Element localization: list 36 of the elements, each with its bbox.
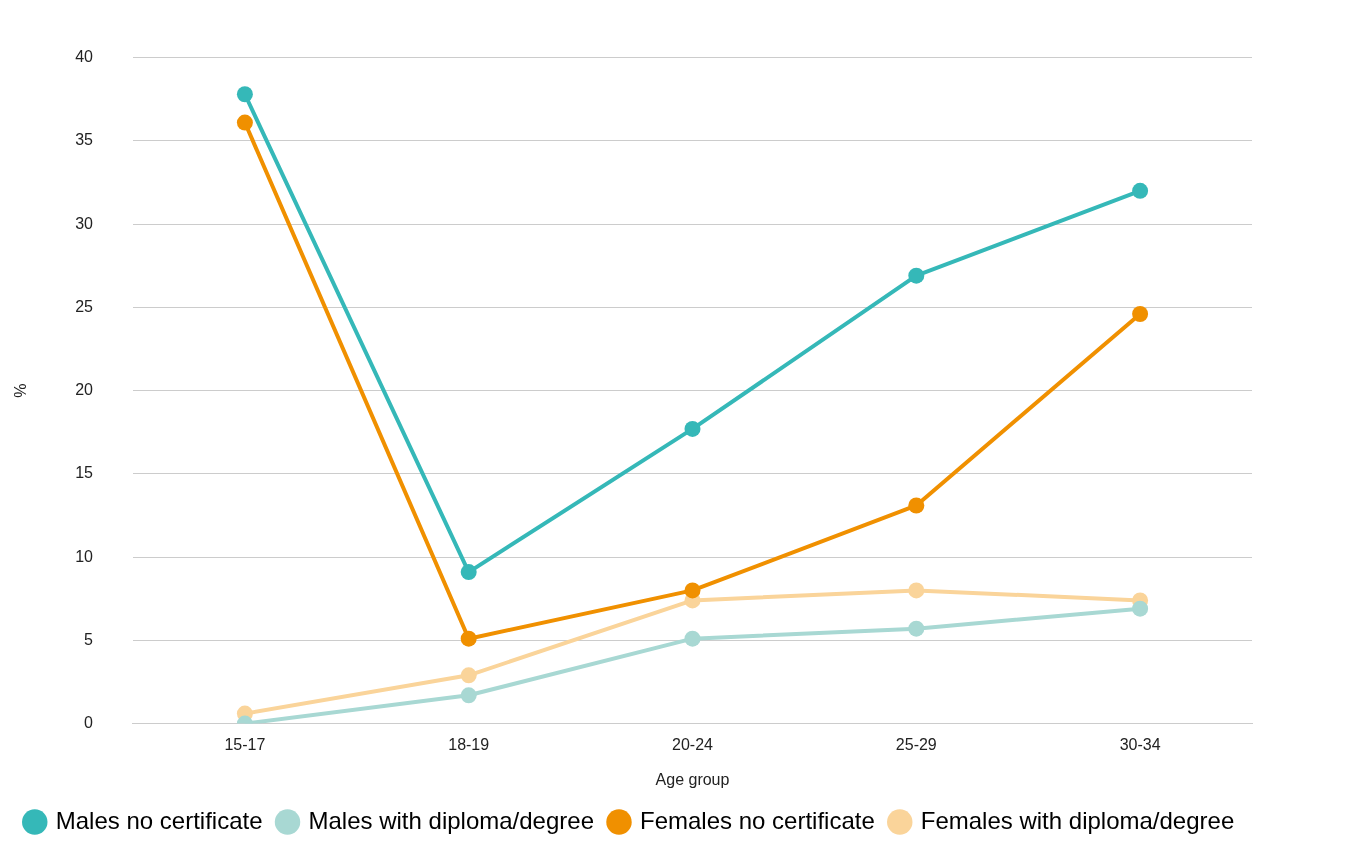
point <box>460 667 477 684</box>
point <box>908 267 925 284</box>
point <box>908 497 925 514</box>
x-tick-label: 15-17 <box>224 735 266 753</box>
x-tick-label: 18-19 <box>448 735 490 753</box>
y-tick-label: 15 <box>75 464 94 482</box>
point <box>460 687 477 704</box>
y-tick-label: 5 <box>84 630 94 648</box>
y-tick-label: 25 <box>75 297 94 315</box>
point <box>684 630 701 647</box>
x-axis-title: Age group <box>655 770 730 788</box>
legend-label: Males with diploma/degree <box>308 806 594 834</box>
y-tick-label: 10 <box>75 547 94 565</box>
y-tick-label: 30 <box>75 214 94 232</box>
y-tick-label: 40 <box>75 48 94 66</box>
point <box>908 582 925 599</box>
point <box>908 620 925 637</box>
point <box>236 86 253 103</box>
legend-label: Females no certificate <box>639 806 875 834</box>
point <box>1132 600 1149 617</box>
x-tick-label: 20-24 <box>672 735 714 753</box>
point <box>236 114 253 131</box>
point <box>684 420 701 437</box>
point <box>460 564 477 581</box>
point <box>460 630 477 647</box>
y-tick-label: 0 <box>84 714 94 732</box>
y-tick-label: 20 <box>75 381 94 399</box>
point <box>684 582 701 599</box>
point <box>1132 182 1149 199</box>
legend-label: Females with diploma/degree <box>920 806 1235 834</box>
x-tick-label: 30-34 <box>1119 735 1161 753</box>
legend-label: Males no certificate <box>55 806 263 834</box>
point <box>1132 306 1149 323</box>
y-axis-title: % <box>12 383 30 398</box>
x-tick-label: 25-29 <box>895 735 937 753</box>
y-tick-label: 35 <box>75 131 94 149</box>
